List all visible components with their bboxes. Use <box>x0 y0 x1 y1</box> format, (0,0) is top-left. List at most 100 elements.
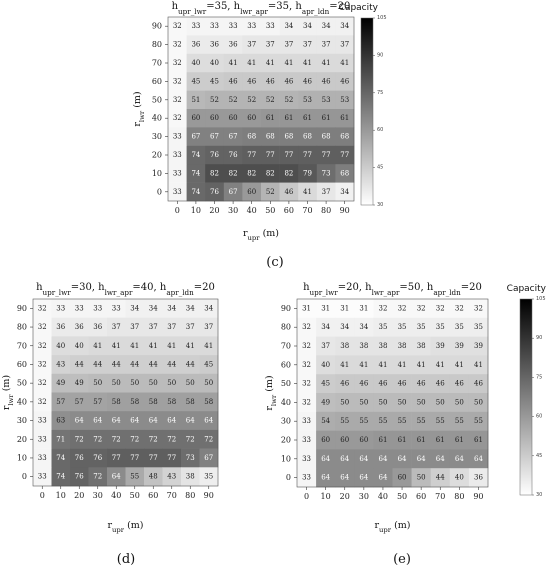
cell-value: 63 <box>56 417 65 425</box>
heatmap-cell <box>51 299 71 318</box>
heatmap-cell <box>144 448 163 468</box>
cell-value: 60 <box>321 436 330 444</box>
cell-value: 50 <box>204 379 213 387</box>
cell-value: 58 <box>149 398 158 406</box>
cell-value: 50 <box>378 398 387 406</box>
heatmap-cell <box>335 109 355 128</box>
y-tick-label: 40 <box>281 398 291 407</box>
heatmap-cell <box>199 336 219 356</box>
colorbar-tick-label: 60 <box>377 127 383 133</box>
heatmap-cell <box>125 467 145 487</box>
cell-value: 33 <box>229 22 238 30</box>
heatmap-cell <box>162 429 182 449</box>
x-tick-label: 80 <box>321 206 331 215</box>
heatmap-cell <box>298 53 318 73</box>
heatmap-cell <box>88 299 108 318</box>
heatmap-cell <box>335 127 355 147</box>
heatmap-cell <box>316 127 336 147</box>
cell-value: 41 <box>455 361 464 369</box>
heatmap-cell <box>335 393 355 413</box>
heatmap-cell <box>199 355 219 375</box>
colorbar-title: Capacity <box>339 3 379 13</box>
cell-value: 37 <box>130 323 139 331</box>
heatmap-cell <box>199 411 219 431</box>
y-tick-label: 60 <box>281 360 291 369</box>
cell-value: 46 <box>303 77 312 85</box>
heatmap-cell <box>242 17 262 36</box>
heatmap-cell <box>354 355 374 375</box>
cell-value: 50 <box>474 398 483 406</box>
heatmap-cell <box>449 355 470 375</box>
y-tick-label: 70 <box>17 341 27 350</box>
heatmap-cell <box>186 17 206 36</box>
cell-value: 41 <box>322 59 331 67</box>
cell-value: 64 <box>167 417 176 425</box>
cell-value: 64 <box>130 417 139 425</box>
heatmap-cell <box>316 72 336 91</box>
heatmap-cell <box>70 373 89 393</box>
x-axis-label: rupr (m) <box>243 228 279 242</box>
y-tick-label: 50 <box>281 379 291 388</box>
heatmap-cell <box>223 127 243 147</box>
cell-value: 68 <box>340 169 349 177</box>
y-tick-label: 90 <box>152 22 162 31</box>
cell-value: 61 <box>340 114 349 122</box>
heatmap-cell <box>261 182 280 202</box>
heatmap-cell <box>430 355 451 375</box>
cell-value: 36 <box>75 323 84 331</box>
heatmap-cell <box>107 373 126 393</box>
heatmap-cell <box>186 109 206 128</box>
cell-value: 64 <box>149 417 158 425</box>
colorbar: Capacity 105 90 75 60 45 30 <box>339 3 387 208</box>
cell-value: 77 <box>322 151 331 159</box>
x-tick-label: 80 <box>185 491 195 500</box>
colorbar-tick-label: 90 <box>377 52 383 58</box>
cell-value: 41 <box>204 342 213 350</box>
cell-value: 61 <box>266 114 275 122</box>
heatmap-cell <box>316 411 336 431</box>
y-axis-label: rlwr (m) <box>132 91 146 126</box>
x-tick-label: 20 <box>74 491 84 500</box>
cell-value: 72 <box>75 435 84 443</box>
cell-value: 40 <box>210 59 219 67</box>
x-tick-label: 90 <box>473 492 483 501</box>
cell-value: 72 <box>149 435 158 443</box>
cell-value: 41 <box>378 361 387 369</box>
cell-value: 49 <box>321 398 330 406</box>
cell-value: 44 <box>112 360 121 368</box>
cell-value: 49 <box>56 379 65 387</box>
heatmap-cell <box>335 317 355 337</box>
cell-value: 52 <box>247 96 256 104</box>
heatmap-cell <box>186 145 206 165</box>
heatmap-cell <box>261 127 280 147</box>
heatmap-cell <box>125 317 145 337</box>
heatmap-cell <box>468 468 489 488</box>
panel-label: (c) <box>266 255 283 270</box>
heatmap-cell <box>261 90 280 110</box>
cell-value: 52 <box>210 96 219 104</box>
cell-value: 38 <box>359 342 368 350</box>
cell-value: 76 <box>93 454 102 462</box>
cell-value: 45 <box>191 77 200 85</box>
heatmap-cell <box>449 374 470 394</box>
cell-value: 55 <box>359 417 368 425</box>
cell-value: 33 <box>191 22 200 30</box>
heatmap-cell <box>430 411 451 431</box>
cell-value: 64 <box>340 474 349 482</box>
cell-value: 37 <box>167 323 176 331</box>
heatmap-cell <box>335 72 355 91</box>
cell-value: 68 <box>247 133 256 141</box>
heatmap-cell <box>70 392 89 412</box>
cell-value: 33 <box>38 435 47 443</box>
cell-value: 53 <box>340 96 349 104</box>
colorbar-tick-label: 105 <box>377 15 387 21</box>
heatmap-cell <box>297 299 317 319</box>
cell-value: 37 <box>321 342 330 350</box>
heatmap-cell <box>107 299 126 318</box>
colorbar-tick-label: 30 <box>377 202 383 208</box>
cell-value: 61 <box>303 114 312 122</box>
cell-value: 44 <box>130 360 139 368</box>
heatmap-cell <box>430 449 451 469</box>
heatmap-cell <box>88 392 108 412</box>
cell-value: 68 <box>340 133 349 141</box>
